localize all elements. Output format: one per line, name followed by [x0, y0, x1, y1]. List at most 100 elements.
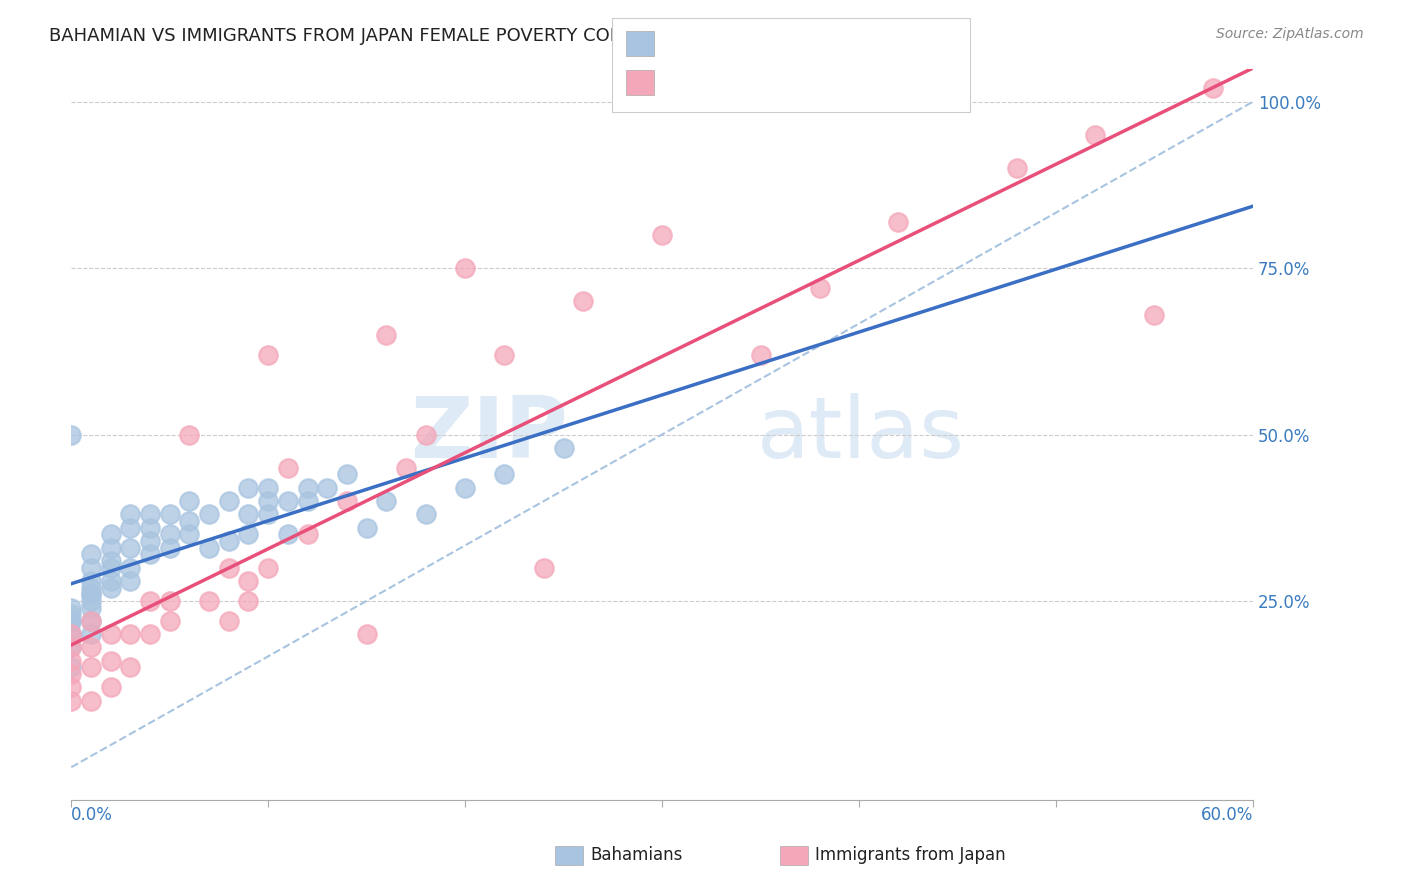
Point	[139, 547, 162, 561]
Point	[120, 541, 142, 555]
Point	[238, 481, 260, 495]
Point	[375, 494, 398, 508]
Text: 0.0%: 0.0%	[72, 805, 112, 824]
Point	[257, 481, 280, 495]
Point	[257, 508, 280, 522]
Point	[60, 614, 83, 628]
Point	[80, 600, 103, 615]
Point	[60, 627, 83, 641]
Point	[159, 594, 181, 608]
Text: N =: N =	[769, 35, 806, 53]
Point	[80, 660, 103, 674]
Point	[316, 481, 339, 495]
Text: 0.312: 0.312	[707, 35, 759, 53]
Point	[1202, 81, 1225, 95]
Text: 60.0%: 60.0%	[1201, 805, 1253, 824]
Point	[257, 348, 280, 362]
Point	[336, 467, 359, 482]
Point	[100, 574, 122, 588]
Point	[454, 261, 477, 276]
Point	[749, 348, 772, 362]
Point	[139, 594, 162, 608]
Text: 0.855: 0.855	[707, 74, 759, 92]
Point	[120, 560, 142, 574]
Point	[218, 614, 240, 628]
Point	[218, 560, 240, 574]
Point	[159, 527, 181, 541]
Point	[100, 527, 122, 541]
Point	[60, 694, 83, 708]
Point	[257, 494, 280, 508]
Point	[100, 541, 122, 555]
Point	[80, 587, 103, 601]
Point	[80, 594, 103, 608]
Point	[533, 560, 555, 574]
Point	[100, 627, 122, 641]
Point	[218, 494, 240, 508]
Point	[494, 348, 516, 362]
Point	[80, 694, 103, 708]
Point	[60, 681, 83, 695]
Point	[375, 327, 398, 342]
Text: BAHAMIAN VS IMMIGRANTS FROM JAPAN FEMALE POVERTY CORRELATION CHART: BAHAMIAN VS IMMIGRANTS FROM JAPAN FEMALE…	[49, 27, 778, 45]
Point	[277, 460, 299, 475]
Text: 62: 62	[815, 35, 838, 53]
Point	[139, 521, 162, 535]
Point	[553, 441, 575, 455]
Point	[277, 527, 299, 541]
Point	[356, 627, 378, 641]
Point	[139, 627, 162, 641]
Point	[80, 560, 103, 574]
Text: N =: N =	[769, 74, 806, 92]
Text: ZIP: ZIP	[409, 393, 568, 476]
Point	[415, 508, 437, 522]
Point	[100, 554, 122, 568]
Point	[80, 587, 103, 601]
Text: Source: ZipAtlas.com: Source: ZipAtlas.com	[1216, 27, 1364, 41]
Point	[159, 541, 181, 555]
Point	[120, 627, 142, 641]
Point	[60, 627, 83, 641]
Point	[887, 214, 910, 228]
Point	[60, 627, 83, 641]
Point	[100, 681, 122, 695]
Point	[80, 627, 103, 641]
Point	[297, 494, 319, 508]
Point	[60, 607, 83, 622]
Point	[179, 494, 201, 508]
Point	[60, 660, 83, 674]
Point	[218, 533, 240, 548]
Point	[454, 481, 477, 495]
Point	[80, 581, 103, 595]
Point	[120, 660, 142, 674]
Point	[159, 614, 181, 628]
Point	[198, 508, 221, 522]
Point	[80, 614, 103, 628]
Point	[238, 527, 260, 541]
Point	[120, 508, 142, 522]
Point	[100, 581, 122, 595]
Point	[297, 527, 319, 541]
Point	[60, 640, 83, 655]
Point	[651, 227, 673, 242]
Point	[80, 640, 103, 655]
Point	[572, 294, 595, 309]
Point	[159, 508, 181, 522]
Text: atlas: atlas	[756, 393, 965, 476]
Point	[198, 594, 221, 608]
Point	[179, 527, 201, 541]
Point	[415, 427, 437, 442]
Point	[60, 667, 83, 681]
Point	[198, 541, 221, 555]
Point	[238, 508, 260, 522]
Point	[60, 654, 83, 668]
Text: R =: R =	[665, 74, 702, 92]
Text: 46: 46	[815, 74, 838, 92]
Point	[277, 494, 299, 508]
Text: R =: R =	[665, 35, 702, 53]
Point	[356, 521, 378, 535]
Point	[60, 600, 83, 615]
Point	[100, 654, 122, 668]
Point	[80, 614, 103, 628]
Point	[60, 614, 83, 628]
